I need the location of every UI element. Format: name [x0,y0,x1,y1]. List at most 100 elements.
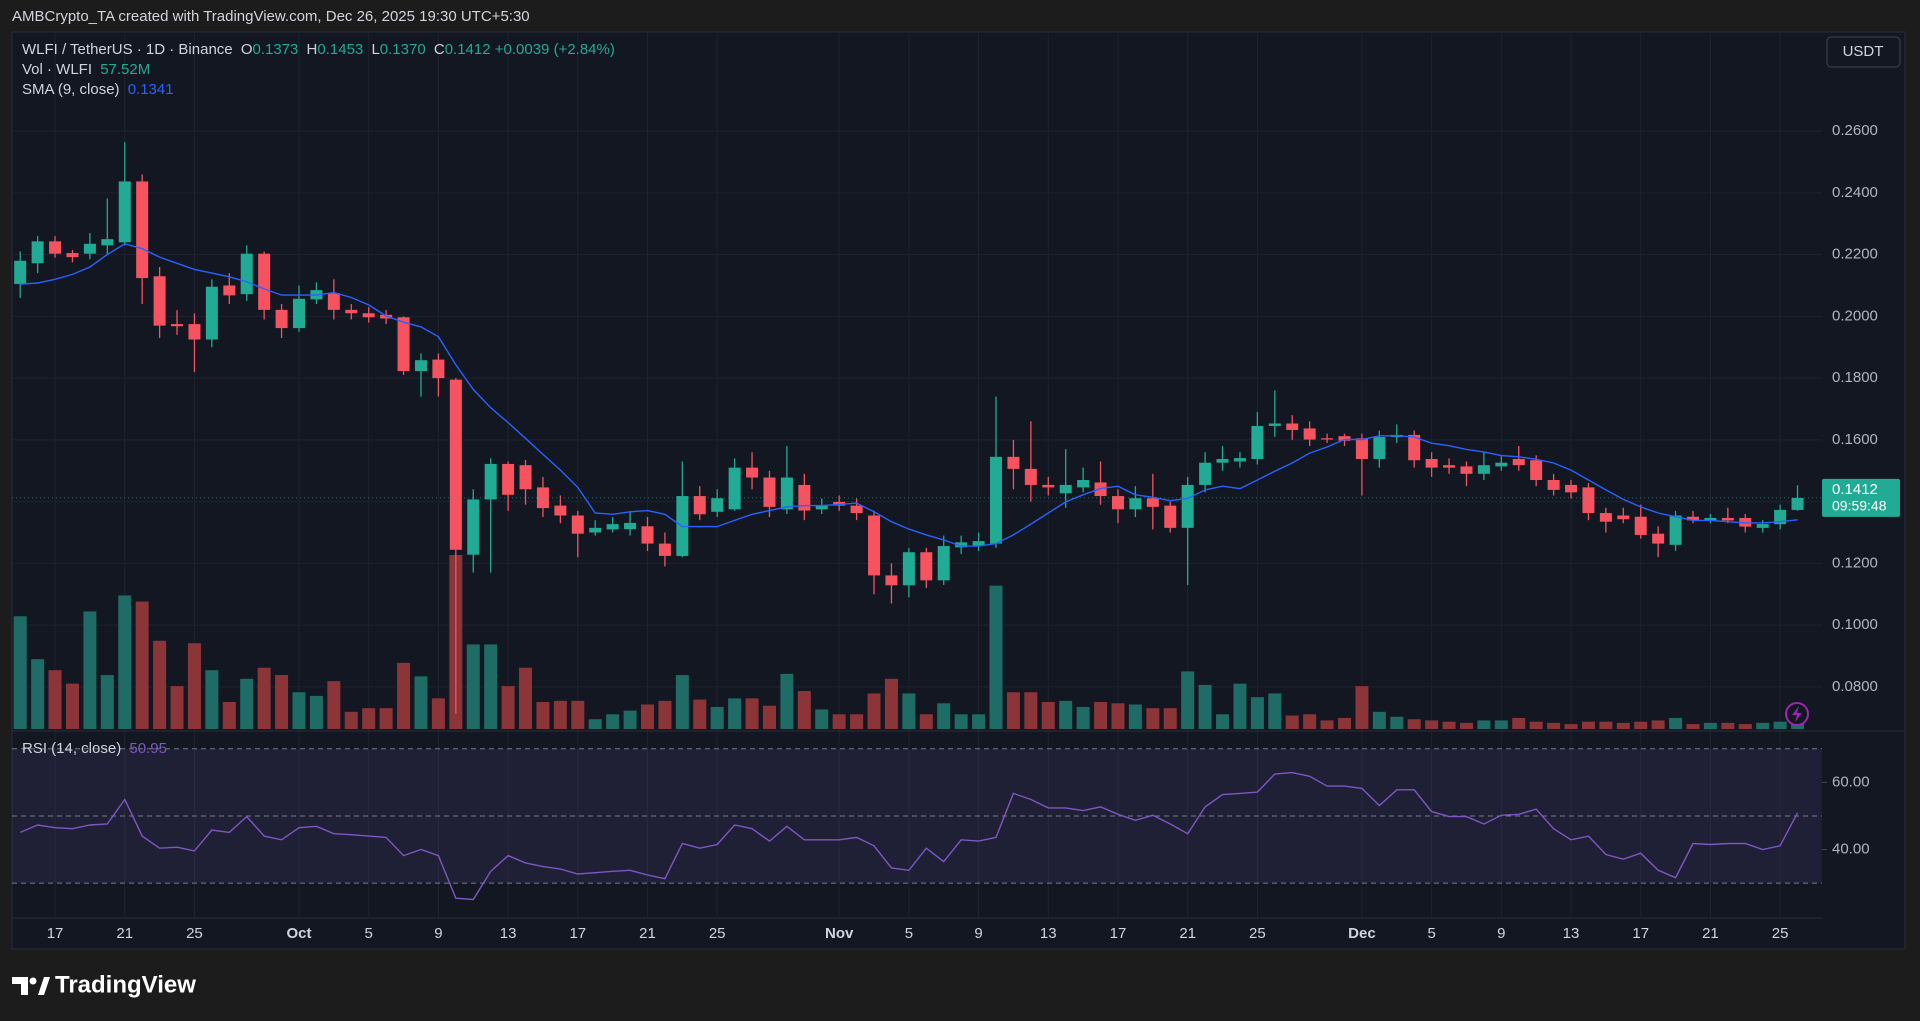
volume-bar [135,601,149,729]
volume-bar [1512,717,1526,729]
volume-bar [13,616,27,729]
volume-bar [1024,692,1038,729]
candle-body [990,456,1002,544]
candle-body [780,477,793,510]
candle-body [223,285,236,296]
candle-body [1652,533,1665,544]
ohlc-label: C [434,41,445,58]
candle-body [1042,484,1055,488]
candle-body [502,463,515,495]
candle-body [83,243,96,254]
volume-bar [1669,717,1683,729]
x-tick-label: 13 [500,925,517,942]
legend-sma: SMA (9, close) 0.1341 [22,81,174,98]
candle-body [1425,458,1438,468]
volume-bar [1268,693,1282,729]
candle-body [1756,524,1769,528]
volume-bar [815,709,829,729]
candle-body [536,487,549,509]
price-badge-label: 0.1412 [1832,481,1878,498]
candle-body [275,309,288,329]
currency[interactable]: USDT [1843,43,1884,60]
attribution: AMBCrypto_TA created with TradingView.co… [12,8,530,25]
candle-body [1251,425,1264,459]
ohlc-label: O [241,41,253,58]
x-tick-label: 25 [1772,925,1789,942]
volume-bar [170,686,184,729]
rsi-tick-label: 40.00 [1832,840,1870,857]
candle-body [1495,462,1508,467]
candle-body [118,181,131,243]
candle-body [432,359,445,379]
x-tick-label: 5 [365,925,373,942]
y-tick-label: 0.1600 [1832,431,1878,448]
candle-body [955,542,968,548]
candle-body [1774,509,1787,525]
candle-body [1687,516,1699,521]
volume-bar [414,676,428,729]
candle-body [519,465,532,490]
candle-body [1216,458,1229,463]
volume-bar [1547,722,1561,729]
volume-bar [344,711,358,729]
volume-name: Vol · WLFI [22,61,92,78]
candle-body [1111,496,1124,510]
candle-body [1338,436,1351,441]
x-tick-label: 21 [1702,925,1719,942]
candle-body [293,298,305,329]
candle-body [171,324,184,327]
volume-bar [466,644,480,729]
volume-bar [1041,702,1055,729]
candle-body [136,181,149,279]
candle-body [1617,515,1630,520]
currency-button[interactable] [1826,36,1901,68]
candle-body [1146,498,1159,507]
volume-bar [1181,671,1195,729]
volume-bar [1233,683,1247,729]
candle-body [850,505,863,514]
candle-body [327,293,340,310]
volume-value: 57.52M [100,61,150,78]
volume-bar [1599,721,1613,729]
volume-bar [1250,697,1264,729]
candle-body [414,360,427,372]
candle-body [763,477,776,507]
candle-body [449,379,462,550]
candle-body [101,239,114,246]
volume-bar [1529,721,1543,729]
volume-bar [431,698,445,729]
volume-bar [745,698,759,729]
x-tick-label: 9 [974,925,982,942]
y-tick-label: 0.2400 [1832,184,1878,201]
volume-bar [832,714,846,729]
candle-body [345,309,358,314]
volume-bar [1616,722,1630,729]
volume-bar [553,700,567,729]
candle-body [153,276,166,326]
y-tick-label: 0.1200 [1832,554,1878,571]
volume-bar [1163,708,1177,729]
ohlc-label: L [371,41,379,58]
volume-bar [484,644,498,729]
volume-bar [867,693,881,729]
candle-body [920,552,933,581]
rsi-value: 50.95 [129,740,167,757]
x-tick-label: Nov [825,925,854,942]
candle-body [1286,423,1299,430]
candle-body [554,505,567,516]
candle-body [1233,458,1246,462]
volume-bar [100,675,114,729]
volume-bar [1338,717,1351,729]
candle-body [1669,515,1682,545]
volume-bar [1216,714,1230,729]
volume-bar [780,673,794,729]
candle-body [1547,479,1560,490]
volume-bar [919,714,933,729]
volume-bar [728,698,742,729]
volume-bar [1094,702,1108,729]
candle-body [1303,428,1316,440]
alert-icon[interactable] [1785,702,1809,726]
candle-body [1007,456,1020,469]
sma-line [20,243,1798,547]
